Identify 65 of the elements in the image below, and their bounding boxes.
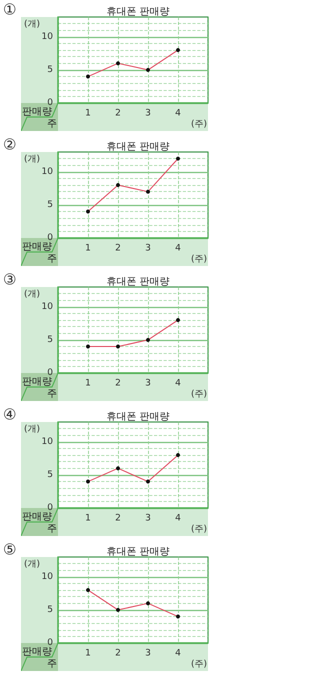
y-tick-label: 0 (47, 98, 54, 108)
text: ① (3, 0, 16, 18)
chart-title: 휴대폰 판매량 (106, 412, 170, 422)
chart-title: 휴대폰 판매량 (106, 142, 170, 152)
x-axis-title: (주) (190, 524, 208, 534)
chart-title: 휴대폰 판매량 (106, 276, 170, 288)
text: ② (3, 136, 16, 154)
x-axis-title: (주) (190, 120, 208, 130)
text: ④ (3, 406, 16, 424)
x-tick-label: 4 (175, 378, 182, 388)
x-tick-label: 2 (115, 514, 121, 524)
x-tick-label: 4 (175, 514, 182, 524)
x-tick-label: 1 (85, 514, 91, 524)
text: 판매량 (22, 646, 52, 658)
text: 판매량 (22, 376, 52, 388)
x-axis-title: (주) (190, 254, 208, 264)
x-tick-label: 1 (85, 108, 91, 118)
text: 판매량 (22, 106, 52, 118)
text: 주 (47, 524, 57, 534)
text: 판매량 (22, 512, 52, 522)
y-axis-title: (개) (24, 290, 40, 300)
x-tick-label: 1 (85, 648, 91, 658)
x-tick-label: 2 (115, 108, 121, 118)
y-tick-label: 10 (42, 32, 54, 42)
x-tick-label: 4 (175, 244, 182, 254)
text: 주 (47, 254, 57, 264)
text: 주 (47, 658, 57, 670)
y-axis-title: (개) (24, 424, 40, 434)
y-tick-label: 0 (47, 503, 54, 513)
y-tick-label: 5 (47, 200, 53, 210)
y-tick-label: 10 (42, 302, 54, 312)
x-tick-label: 1 (85, 244, 91, 254)
text: ⑤ (3, 540, 16, 558)
x-tick-label: 4 (175, 648, 182, 658)
y-tick-label: 5 (47, 470, 53, 480)
y-tick-label: 10 (42, 572, 54, 582)
y-tick-label: 10 (42, 436, 54, 447)
x-tick-label: 3 (145, 378, 151, 388)
y-tick-label: 0 (47, 233, 54, 243)
y-tick-label: 10 (42, 166, 54, 177)
y-tick-label: 5 (47, 64, 53, 75)
text: 판매량 (22, 242, 52, 252)
y-tick-label: 5 (47, 334, 53, 345)
x-tick-label: 2 (115, 378, 121, 388)
y-axis-title: (개) (24, 154, 40, 164)
text: ③ (3, 270, 16, 288)
x-tick-label: 3 (145, 648, 151, 658)
x-tick-label: 3 (145, 108, 151, 118)
y-tick-label: 5 (47, 604, 53, 615)
chart-title: 휴대폰 판매량 (106, 6, 170, 18)
x-tick-label: 1 (85, 378, 91, 388)
x-tick-label: 4 (175, 108, 182, 118)
y-tick-label: 0 (47, 638, 54, 648)
x-tick-label: 2 (115, 648, 121, 658)
chart-title: 휴대폰 판매량 (106, 546, 170, 558)
y-axis-title: (개) (24, 560, 40, 570)
y-axis-title: (개) (24, 20, 40, 30)
text: 주 (47, 118, 57, 130)
x-axis-title: (주) (190, 390, 208, 400)
x-tick-label: 3 (145, 514, 151, 524)
x-axis-title: (주) (190, 660, 208, 670)
x-tick-label: 3 (145, 244, 151, 254)
text: 주 (47, 388, 57, 400)
y-tick-label: 0 (47, 368, 54, 378)
x-tick-label: 2 (115, 244, 121, 254)
